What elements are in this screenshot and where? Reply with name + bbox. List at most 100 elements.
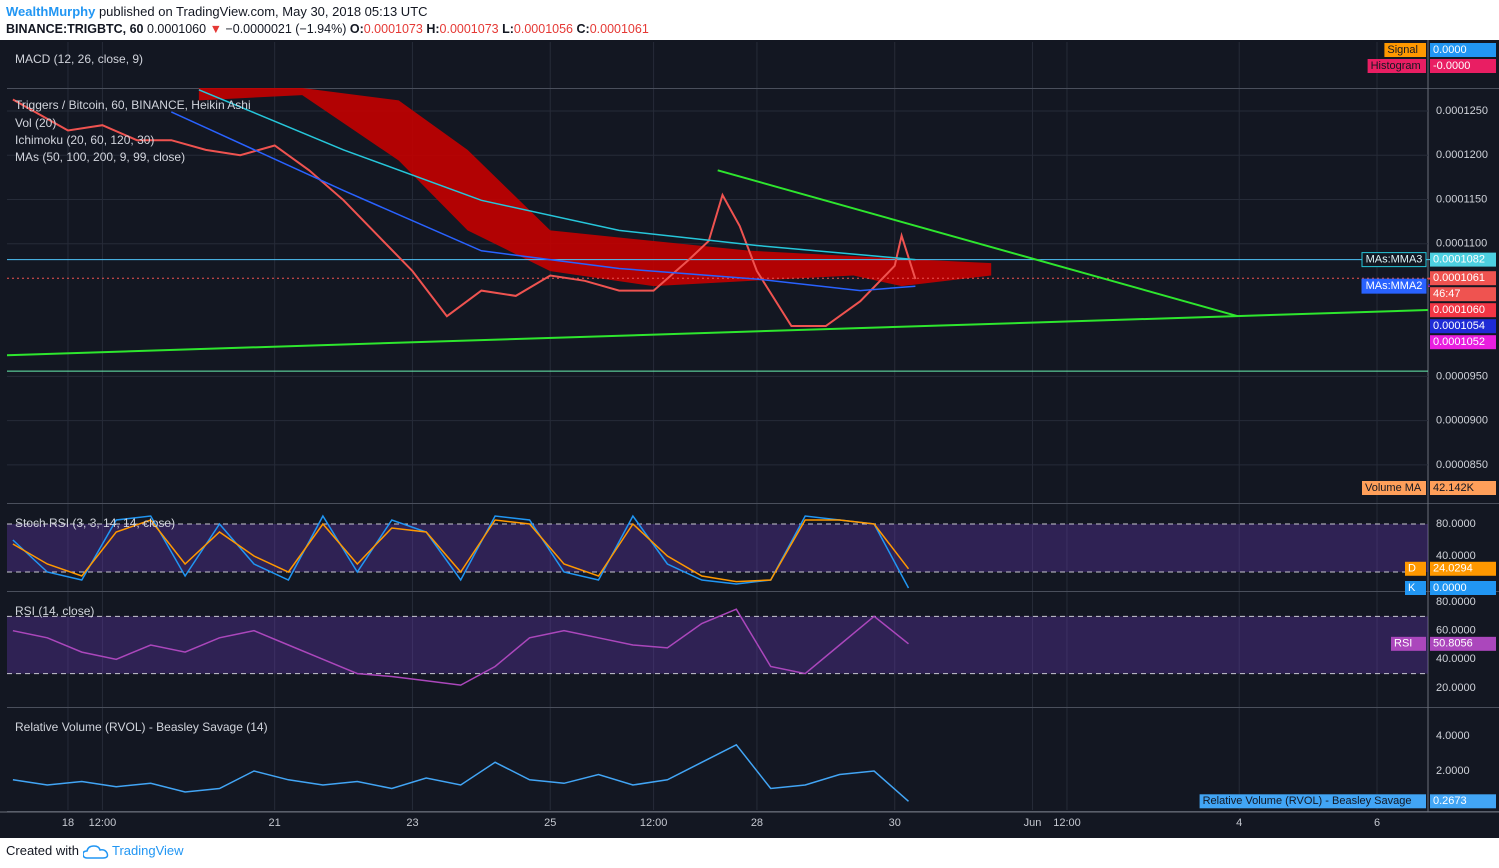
ohlc-key: H:	[426, 22, 440, 36]
label-text: Volume MA	[1365, 482, 1422, 494]
label-text: 0.2673	[1433, 795, 1467, 807]
label-text: 0.0000	[1433, 44, 1467, 56]
y-tick-label: 0.0000950	[1436, 370, 1488, 382]
series-line	[12, 608, 909, 686]
y-tick-label: 20.0000	[1436, 682, 1476, 694]
series-line	[12, 514, 910, 589]
x-tick-label: 12:00	[640, 817, 668, 829]
y-tick-label: 40.0000	[1436, 550, 1476, 562]
label-text: K	[1408, 582, 1416, 594]
ma-label-box	[1361, 278, 1427, 294]
series-line	[12, 98, 917, 327]
band	[7, 616, 1428, 674]
ma-label-box	[1361, 252, 1427, 268]
y-tick-label: 0.0001100	[1436, 238, 1487, 250]
indicator-title: Ichimoku (20, 60, 120, 30)	[15, 133, 154, 147]
label-box	[1430, 43, 1496, 57]
ohlc-key: L:	[502, 22, 514, 36]
ohlc: O:0.0001073 H:0.0001073 L:0.0001056 C:0.…	[350, 22, 649, 36]
y-tick-label: 0.0001250	[1436, 105, 1488, 117]
x-tick-label: 21	[269, 817, 281, 829]
label-box	[1430, 271, 1496, 286]
label-text: Signal	[1387, 44, 1418, 56]
x-tick-label: 23	[406, 817, 418, 829]
ohlc-value: 0.0001061	[589, 22, 649, 36]
label-box	[1430, 561, 1496, 576]
ohlc-value: 0.0001073	[363, 22, 423, 36]
plot	[12, 743, 909, 802]
y-tick-label: 60.0000	[1436, 625, 1476, 637]
ichimoku-cloud	[198, 88, 992, 287]
symbol-line: BINANCE:TRIGBTC, 60 0.0001060 ▼ −0.00000…	[6, 22, 649, 36]
plot	[7, 514, 1428, 589]
series-line	[170, 111, 916, 292]
ohlc-value: 0.0001073	[439, 22, 499, 36]
y-tick-label: 0.0001150	[1436, 193, 1487, 205]
label-box	[1362, 481, 1426, 495]
ohlc-value: 0.0001056	[513, 22, 574, 36]
plot	[7, 608, 1428, 686]
label-text: Relative Volume (RVOL) - Beasley Savage	[1203, 795, 1412, 807]
x-tick-label: 12:00	[89, 817, 117, 829]
indicator-title: MAs (50, 100, 200, 9, 99, close)	[15, 150, 185, 164]
y-tick-label: 80.0000	[1436, 596, 1476, 608]
x-tick-label: 18	[62, 817, 74, 829]
created: Created with	[6, 843, 79, 858]
label-text: RSI	[1394, 638, 1412, 650]
label-box	[1199, 794, 1426, 809]
brand[interactable]: TradingView	[112, 843, 184, 858]
series-line	[12, 743, 909, 802]
label-box	[1367, 59, 1426, 73]
series-line	[717, 169, 1239, 318]
label-box	[1430, 319, 1496, 334]
label-box	[1430, 252, 1496, 267]
label-text: -0.0000	[1433, 60, 1470, 72]
change: −0.0000021 (−1.94%)	[225, 22, 347, 36]
label-box	[1430, 581, 1496, 595]
y-tick-label: 80.0000	[1436, 518, 1476, 530]
label-box	[1405, 581, 1426, 595]
logo	[81, 844, 108, 859]
label-text: 24.0294	[1433, 563, 1473, 575]
label-text: 0.0001060	[1433, 304, 1485, 316]
panel-title: Relative Volume (RVOL) - Beasley Savage …	[15, 720, 268, 734]
label-box	[1430, 303, 1496, 318]
label-box	[1430, 287, 1496, 302]
y-tick-label: 2.0000	[1436, 765, 1470, 777]
ohlc-key: C:	[576, 22, 590, 36]
label-box	[1430, 59, 1496, 73]
label-box	[1430, 335, 1496, 350]
label-box	[1430, 481, 1496, 495]
x-tick-label: 25	[544, 817, 556, 829]
ohlc-key: O:	[349, 22, 364, 36]
published: published on TradingView.com, May 30, 20…	[98, 4, 428, 19]
label-box	[1391, 636, 1426, 651]
series-line	[12, 519, 910, 583]
panel-title: MACD (12, 26, close, 9)	[15, 52, 143, 66]
label-text: 0.0001054	[1433, 320, 1485, 332]
y-tick-label: 0.0001200	[1436, 149, 1488, 161]
label-text: 50.8056	[1433, 638, 1473, 650]
series-line	[198, 89, 916, 261]
plot	[7, 88, 1428, 466]
x-tick-label: 6	[1374, 817, 1380, 829]
ma-label: MAs:MMA2	[1366, 280, 1423, 292]
last: 0.0001060	[147, 22, 207, 36]
label-text: 42.142K	[1433, 482, 1475, 494]
label-box	[1405, 561, 1426, 576]
indicator-title: Vol (20)	[15, 116, 56, 130]
y-tick-label: 4.0000	[1436, 730, 1470, 742]
x-tick-label: Jun	[1024, 817, 1042, 829]
label-text: D	[1408, 563, 1416, 575]
x-tick-label: 30	[889, 817, 901, 829]
label-box	[1384, 43, 1426, 57]
band	[7, 524, 1428, 572]
author[interactable]: WealthMurphy	[6, 4, 96, 19]
series-line	[7, 309, 1428, 357]
panel-title: RSI (14, close)	[15, 604, 94, 618]
label-box	[1430, 636, 1496, 651]
panel-title: Stoch RSI (3, 3, 14, 14, close)	[15, 516, 175, 530]
header-line: WealthMurphy published on TradingView.co…	[6, 4, 428, 19]
